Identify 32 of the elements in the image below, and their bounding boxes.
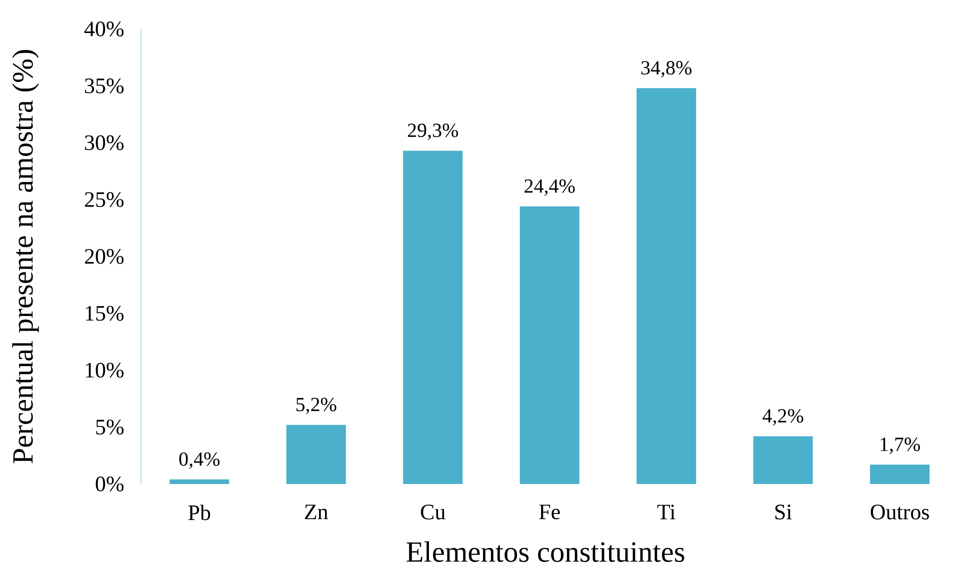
y-tick-label: 5% <box>96 419 124 434</box>
data-label: 5,2% <box>296 398 336 414</box>
y-tick-label: 0% <box>96 476 124 492</box>
bar <box>403 150 463 484</box>
data-label: 34,8% <box>641 60 692 78</box>
bar <box>520 206 580 484</box>
x-tick-label: Outros <box>870 504 929 520</box>
y-tick-label: 10% <box>86 362 124 378</box>
y-axis-title: Percentual presente na amostra (%) <box>12 50 39 464</box>
data-label: 29,3% <box>408 123 458 140</box>
x-tick-label: Cu <box>420 504 446 520</box>
y-tick-label: 40% <box>84 21 124 36</box>
x-tick-label: Zn <box>304 504 328 519</box>
data-label: 1,7% <box>880 437 920 454</box>
bar <box>753 436 813 484</box>
data-label: 0,4% <box>179 452 220 469</box>
data-label: 4,2% <box>762 408 804 426</box>
bar <box>170 479 230 484</box>
x-tick-label: Fe <box>539 504 560 520</box>
bar <box>286 424 346 484</box>
y-tick-label: 35% <box>85 78 124 94</box>
x-tick-label: Ti <box>657 504 676 520</box>
x-axis-title: Elementos constituintes <box>406 541 684 562</box>
y-tick-label: 25% <box>84 192 124 207</box>
data-label: 24,4% <box>524 179 575 196</box>
y-tick-label: 15% <box>86 306 124 321</box>
y-tick-label: 30% <box>85 135 124 150</box>
bar <box>636 88 696 484</box>
y-tick-label: 20% <box>84 248 124 264</box>
x-tick-label: Pb <box>188 504 210 520</box>
bar <box>870 464 930 484</box>
x-tick-label: Si <box>775 504 792 520</box>
